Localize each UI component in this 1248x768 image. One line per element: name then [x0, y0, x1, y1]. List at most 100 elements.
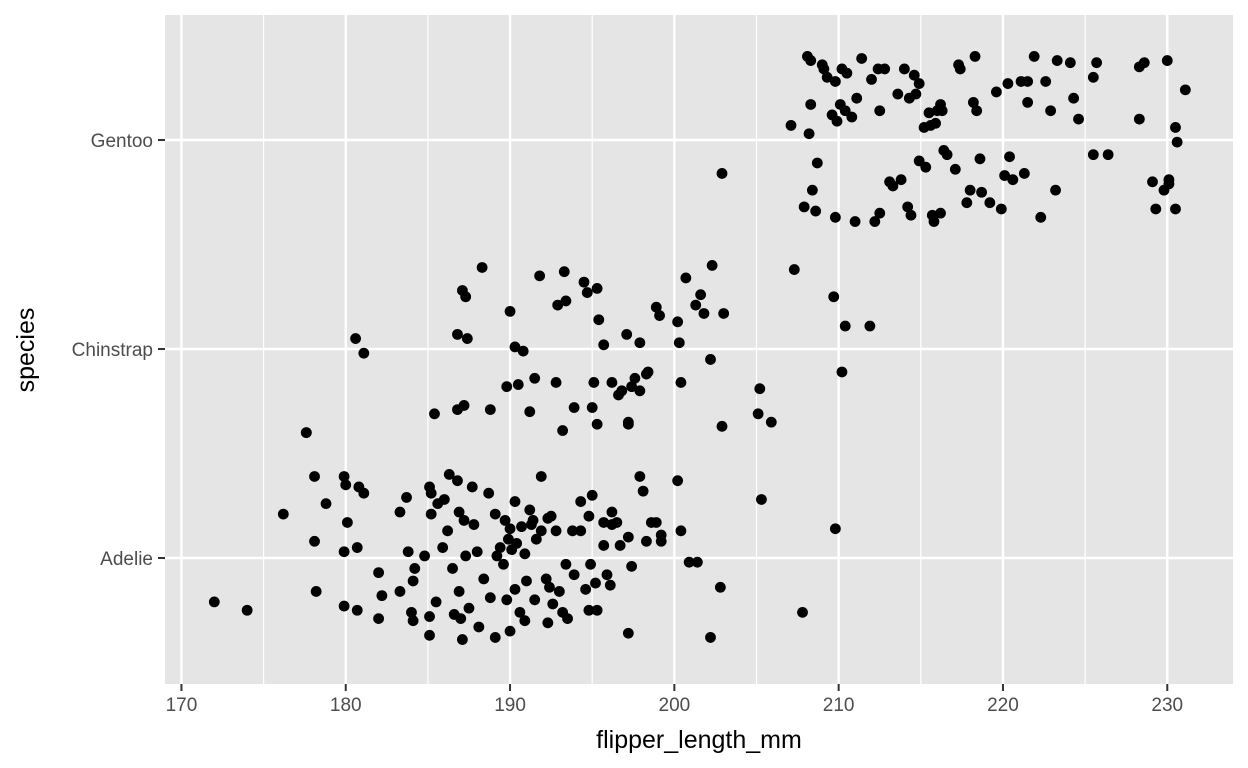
data-point-chinstrap: [634, 337, 646, 349]
data-point-gentoo: [805, 55, 817, 66]
data-point-adelie: [672, 475, 684, 487]
data-point-adelie: [309, 535, 320, 547]
data-point-adelie: [484, 592, 496, 604]
data-point-chinstrap: [680, 272, 692, 284]
data-point-chinstrap: [836, 366, 848, 378]
data-point-adelie: [419, 550, 431, 562]
data-point-adelie: [463, 602, 475, 614]
data-point-gentoo: [1087, 149, 1099, 161]
data-point-adelie: [468, 519, 480, 530]
data-point-adelie: [641, 535, 652, 547]
data-point-adelie: [586, 489, 598, 501]
data-point-adelie: [626, 560, 638, 572]
data-point-chinstrap: [591, 418, 603, 430]
x-axis-title: flipper_length_mm: [596, 726, 802, 754]
data-point-gentoo: [1161, 55, 1173, 66]
data-point-adelie: [466, 481, 478, 493]
data-point-chinstrap: [460, 291, 472, 303]
data-point-chinstrap: [864, 320, 876, 332]
data-point-gentoo: [1170, 203, 1181, 215]
data-point-gentoo: [999, 170, 1011, 181]
data-point-chinstrap: [626, 381, 638, 393]
data-point-gentoo: [874, 207, 886, 219]
data-point-gentoo: [1045, 105, 1057, 117]
x-axis: 170 180 190 200 210 220 230: [166, 684, 1183, 716]
data-point-adelie: [498, 558, 509, 570]
data-point-adelie: [714, 581, 726, 593]
data-point-chinstrap: [300, 427, 312, 438]
data-point-chinstrap: [524, 406, 536, 418]
data-point-gentoo: [1064, 57, 1076, 69]
data-point-chinstrap: [509, 341, 521, 353]
data-point-adelie: [637, 485, 649, 497]
data-point-gentoo: [1087, 71, 1099, 83]
data-point-gentoo: [803, 128, 815, 140]
data-point-adelie: [567, 525, 578, 537]
data-point-chinstrap: [578, 276, 590, 288]
data-point-gentoo: [1035, 211, 1047, 223]
data-point-gentoo: [811, 157, 823, 169]
data-point-chinstrap: [839, 320, 851, 332]
data-point-chinstrap: [452, 328, 463, 340]
data-point-adelie: [829, 523, 841, 535]
data-point-chinstrap: [588, 377, 600, 388]
data-point-chinstrap: [673, 337, 685, 349]
data-point-gentoo: [990, 86, 1002, 98]
data-point-adelie: [622, 531, 634, 543]
data-point-adelie: [373, 613, 384, 625]
data-point-chinstrap: [476, 262, 488, 273]
data-point-gentoo: [892, 88, 904, 100]
data-point-adelie: [401, 491, 412, 503]
data-point-gentoo: [961, 197, 973, 209]
data-point-adelie: [540, 573, 552, 585]
data-point-gentoo: [984, 197, 996, 209]
x-tick-label: 180: [330, 695, 362, 716]
data-point-gentoo: [1051, 55, 1063, 66]
data-point-gentoo: [846, 111, 858, 123]
data-point-adelie: [409, 563, 421, 574]
data-point-adelie: [511, 537, 523, 549]
data-point-adelie: [655, 535, 667, 547]
data-point-adelie: [489, 508, 501, 520]
data-point-gentoo: [995, 203, 1007, 215]
data-point-adelie: [614, 540, 626, 551]
data-point-chinstrap: [591, 282, 603, 294]
data-point-chinstrap: [552, 299, 564, 311]
data-point-chinstrap: [634, 385, 646, 397]
data-point-adelie: [606, 506, 618, 518]
data-point-adelie: [489, 632, 501, 643]
y-tick-label-chinstrap: Chinstrap: [72, 340, 153, 361]
data-point-chinstrap: [675, 377, 687, 388]
data-point-chinstrap: [706, 260, 718, 271]
data-point-adelie: [437, 542, 449, 553]
data-point-chinstrap: [716, 420, 728, 432]
data-point-gentoo: [954, 63, 966, 75]
data-point-adelie: [547, 598, 559, 610]
data-point-adelie: [310, 586, 322, 597]
data-point-gentoo: [974, 153, 986, 165]
x-tick-label: 220: [987, 695, 1019, 716]
data-point-chinstrap: [616, 385, 628, 397]
data-point-adelie: [601, 569, 613, 581]
data-point-adelie: [535, 525, 547, 537]
data-point-gentoo: [818, 63, 830, 75]
data-point-adelie: [442, 525, 454, 537]
y-axis-title: species: [12, 308, 40, 393]
data-point-gentoo: [851, 92, 863, 104]
data-point-gentoo: [967, 96, 979, 108]
data-point-gentoo: [879, 63, 891, 75]
data-point-gentoo: [806, 184, 818, 196]
data-point-chinstrap: [642, 366, 654, 378]
data-point-gentoo: [1102, 149, 1114, 161]
data-point-chinstrap: [718, 308, 730, 319]
data-point-adelie: [425, 487, 437, 499]
data-point-adelie: [583, 604, 595, 616]
x-tick-label: 230: [1151, 695, 1183, 716]
data-point-gentoo: [941, 149, 953, 161]
data-point-adelie: [580, 583, 592, 595]
data-point-adelie: [320, 498, 332, 510]
data-point-adelie: [503, 533, 514, 545]
data-point-gentoo: [829, 211, 841, 223]
data-point-adelie: [473, 621, 485, 633]
data-point-chinstrap: [690, 299, 702, 311]
